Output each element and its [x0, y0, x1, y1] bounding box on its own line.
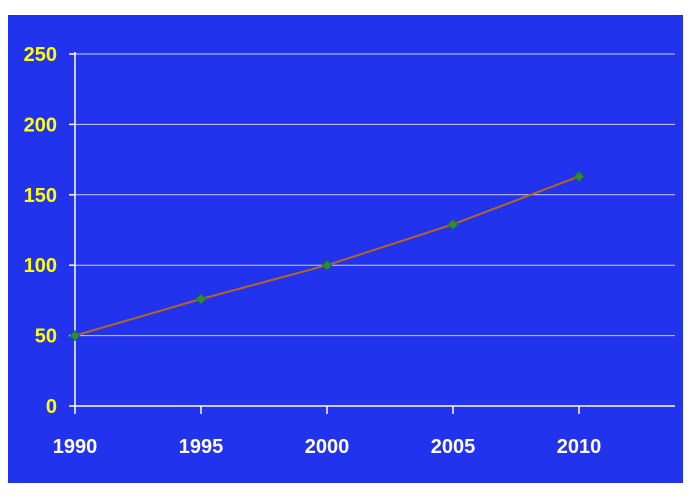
y-tick-label: 50 [35, 326, 57, 348]
y-tick-label: 150 [24, 185, 57, 207]
data-point-1990 [69, 330, 81, 342]
data-point-2010 [573, 170, 585, 183]
y-tick-label: 100 [24, 255, 57, 277]
data-point-2000 [321, 259, 333, 271]
y-tick-label: 0 [46, 396, 57, 418]
data-point-1995 [195, 293, 207, 305]
x-tick-label: 1990 [53, 436, 98, 458]
x-tick-label: 2010 [557, 436, 602, 458]
x-tick-label: 1995 [179, 436, 224, 458]
y-tick-label: 200 [24, 114, 57, 136]
y-tick-label: 250 [24, 44, 57, 66]
x-tick-label: 2005 [431, 436, 476, 458]
series-line [74, 175, 580, 337]
chart-frame [8, 15, 683, 483]
data-point-2005 [447, 218, 459, 230]
x-tick-label: 2000 [305, 436, 350, 458]
